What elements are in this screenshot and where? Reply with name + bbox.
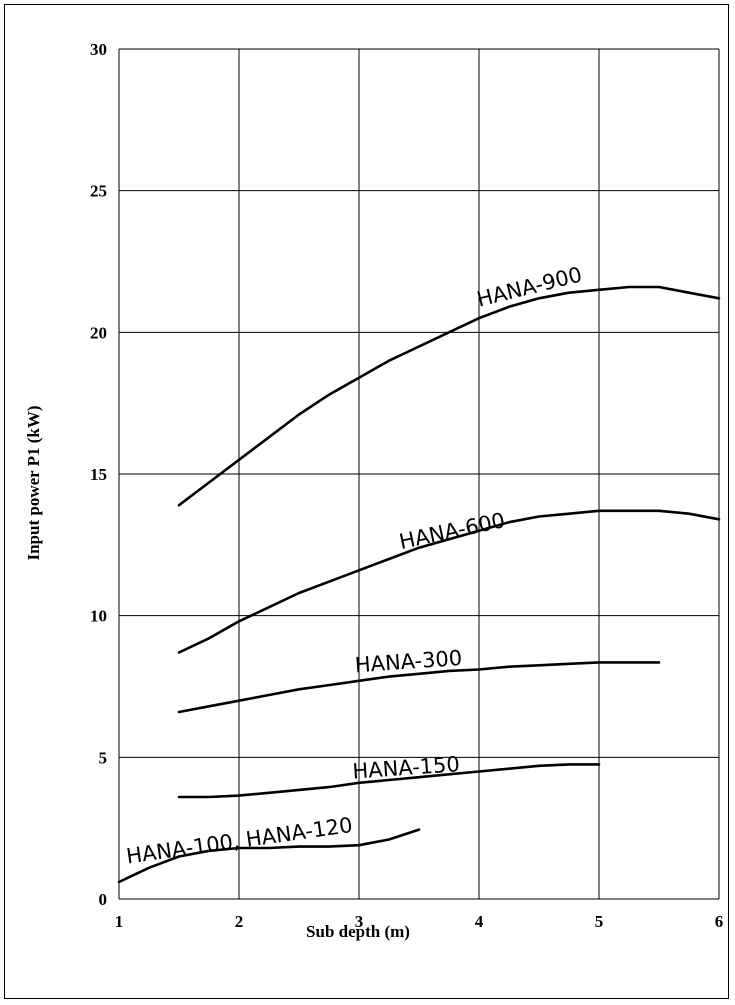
series-label-hana-300: HANA-300 bbox=[354, 646, 463, 677]
y-tick-label-0: 0 bbox=[99, 890, 108, 909]
y-tick-label-2: 10 bbox=[90, 607, 107, 626]
series-label-hana-900: HANA-900 bbox=[474, 262, 584, 311]
x-tick-label-5: 6 bbox=[715, 912, 724, 931]
y-tick-label-3: 15 bbox=[90, 465, 107, 484]
x-tick-label-3: 4 bbox=[475, 912, 484, 931]
y-tick-label-1: 5 bbox=[99, 748, 108, 767]
y-tick-labels: 0 5 10 15 20 25 30 bbox=[90, 40, 107, 909]
x-tick-label-1: 2 bbox=[235, 912, 244, 931]
x-tick-labels: 1 2 3 4 5 6 bbox=[115, 912, 724, 931]
x-tick-label-0: 1 bbox=[115, 912, 124, 931]
chart-frame: 1 2 3 4 5 6 0 5 10 15 20 25 30 HANA-900 HANA-600 HANA… bbox=[4, 4, 729, 999]
x-tick-label-2: 3 bbox=[355, 912, 364, 931]
series-line-hana-100-hana-120 bbox=[117, 828, 421, 884]
x-tick-label-4: 5 bbox=[595, 912, 604, 931]
series-line-hana-300 bbox=[177, 661, 661, 714]
series-line-hana-900 bbox=[177, 285, 721, 507]
y-tick-label-5: 25 bbox=[90, 182, 107, 201]
series-lines bbox=[117, 285, 721, 884]
series-line-hana-600 bbox=[177, 509, 721, 654]
y-tick-label-6: 30 bbox=[90, 40, 107, 59]
grid bbox=[118, 48, 720, 900]
x-axis-label: Sub depth (m) bbox=[306, 922, 410, 941]
series-labels: HANA-900HANA-600HANA-300HANA-150HANA-100… bbox=[125, 262, 585, 868]
chart: 1 2 3 4 5 6 0 5 10 15 20 25 30 HANA-900 HANA-600 HANA… bbox=[24, 40, 724, 941]
series-label-hana-600: HANA-600 bbox=[397, 508, 507, 554]
series-line-hana-150 bbox=[177, 763, 601, 799]
y-axis-label: Input power P1 (kW) bbox=[24, 405, 43, 560]
y-tick-label-4: 20 bbox=[90, 323, 107, 342]
